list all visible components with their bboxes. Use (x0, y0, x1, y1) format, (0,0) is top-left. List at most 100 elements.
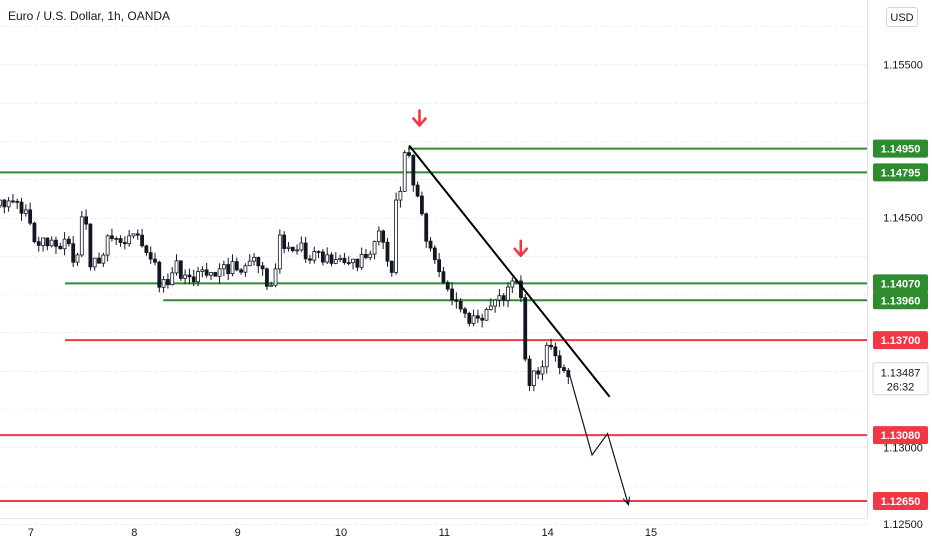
candle-body (420, 195, 424, 215)
candle-body (372, 241, 377, 255)
last-price-label[interactable]: 1.13487 26:32 (872, 362, 929, 396)
x-tick-label: 10 (335, 527, 347, 539)
currency-badge[interactable]: USD (886, 7, 918, 27)
level-price-label: 1.14070 (881, 278, 921, 290)
candle-body (402, 152, 407, 192)
candle-body (170, 272, 175, 286)
candle-body (101, 254, 106, 264)
candle-body (122, 242, 127, 245)
candle-body (454, 299, 459, 302)
candle-body (75, 254, 80, 263)
candle-body (174, 260, 179, 274)
candle-body (333, 259, 338, 264)
candle-body (480, 317, 485, 321)
y-tick-label: 1.13000 (883, 442, 923, 454)
candle-body (260, 265, 265, 270)
candle-body (531, 370, 536, 386)
candle-body (441, 271, 446, 283)
candle-body (178, 260, 183, 279)
candle-body (200, 269, 205, 272)
level-label-bg (873, 139, 928, 158)
candle-body (62, 238, 67, 250)
candle-body (226, 264, 231, 274)
candle-body (450, 288, 454, 301)
level-label-bg (873, 274, 928, 293)
candle-body (114, 238, 119, 240)
candle-body (355, 258, 360, 268)
level-label-bg (873, 291, 928, 310)
candle-body (265, 268, 269, 287)
candle-body (15, 200, 20, 203)
candle-body (256, 256, 261, 267)
candle-body (303, 242, 308, 260)
candle-body (166, 279, 170, 286)
candle-body (463, 308, 467, 314)
candle-body (562, 367, 566, 371)
candle-body (299, 242, 304, 251)
level-price-labels: 1.14950 1.14795 1.14070 1.13960 1.13700 1.130… (873, 139, 928, 510)
candle-body (407, 152, 411, 156)
candle-body (32, 222, 37, 243)
candle-body (282, 234, 287, 249)
x-tick-label: 15 (645, 527, 657, 539)
candle-body (566, 370, 571, 378)
level-price-label: 1.14950 (881, 144, 921, 156)
candle-body (488, 305, 493, 310)
candle-body (230, 261, 235, 274)
candle-body (45, 237, 50, 247)
x-tick-label: 14 (542, 527, 554, 539)
level-price-label: 1.13700 (881, 335, 921, 347)
candle-body (239, 269, 243, 273)
candle-body (36, 241, 41, 246)
candle-body (519, 280, 523, 299)
candle-body (277, 234, 282, 270)
candle-body (217, 268, 222, 277)
candle-body (437, 259, 442, 273)
level-price-label: 1.13960 (881, 295, 921, 307)
candle-body (364, 254, 368, 258)
candle-body (506, 286, 510, 301)
x-tick-label: 11 (439, 527, 450, 539)
candle-body (0, 199, 2, 206)
candle-body (161, 279, 166, 288)
candle-body (553, 346, 558, 357)
level-price-label: 1.13080 (881, 430, 921, 442)
candle-body (308, 258, 312, 261)
candle-body (187, 274, 192, 278)
candle-body (394, 199, 398, 273)
candle-body (368, 253, 373, 258)
candle-body (510, 280, 515, 288)
level-label-bg (873, 331, 928, 350)
candle-body (196, 271, 200, 283)
candle-body (290, 246, 295, 251)
candle-body (484, 309, 489, 321)
x-tick-label: 8 (131, 527, 137, 539)
candle-body (544, 344, 549, 368)
y-tick-label: 1.14500 (883, 213, 923, 225)
level-price-label: 1.14795 (881, 167, 921, 179)
candle-body (376, 230, 381, 242)
candle-body (497, 295, 502, 301)
candle-body (346, 262, 351, 265)
candle-body (28, 209, 33, 224)
x-axis-labels: 7 8 9 10 11 14 15 (28, 527, 657, 539)
candle-body (140, 234, 144, 247)
candle-body (445, 282, 450, 290)
candle-body (269, 284, 274, 287)
candle-body (66, 238, 71, 245)
candle-body (135, 233, 140, 236)
candle-body (501, 295, 506, 301)
candle-body (252, 256, 256, 262)
candle-body (540, 366, 545, 375)
candle-body (475, 315, 480, 319)
candle-body (523, 297, 528, 360)
projection-path (568, 373, 628, 504)
candle-body (209, 272, 213, 276)
last-price-bg (872, 362, 929, 396)
candle-body (157, 261, 162, 288)
candle-body (2, 199, 7, 208)
chart-title: Euro / U.S. Dollar, 1h, OANDA (8, 9, 171, 23)
candle-body (312, 251, 317, 261)
